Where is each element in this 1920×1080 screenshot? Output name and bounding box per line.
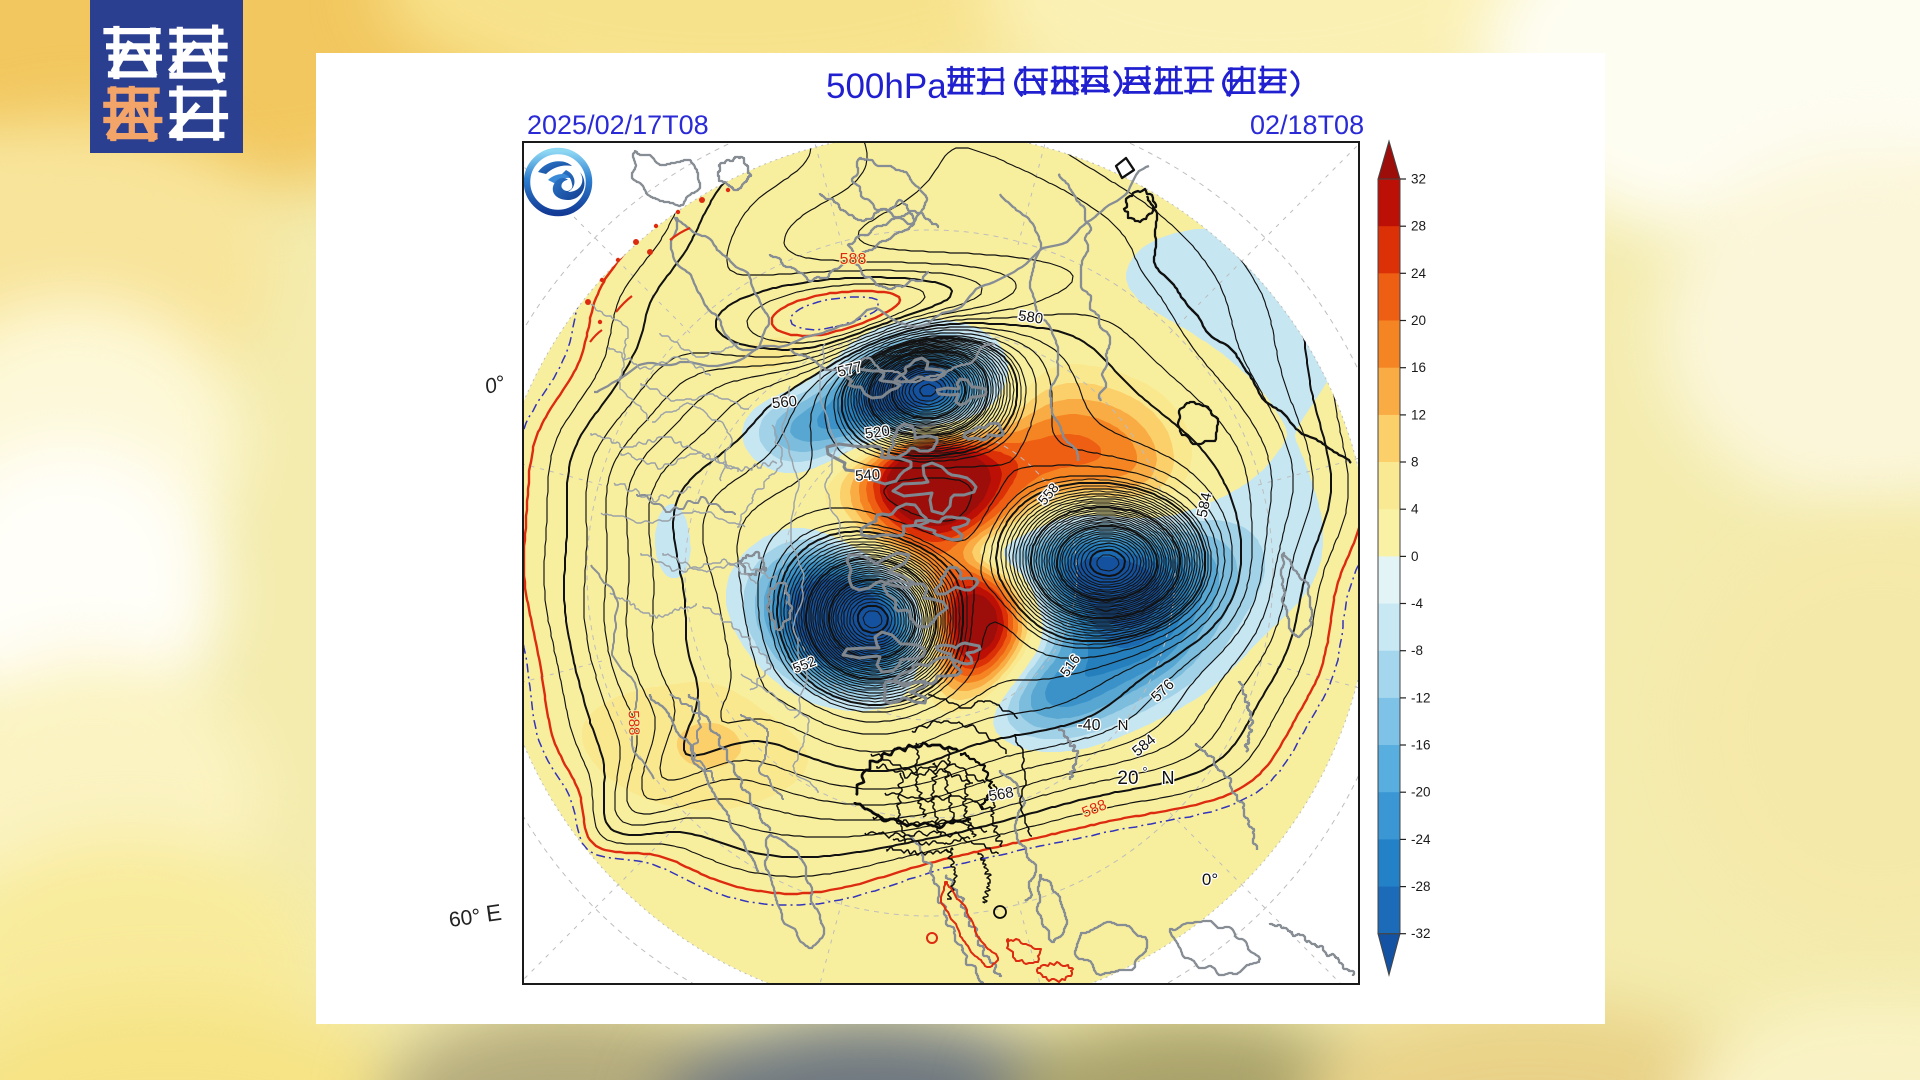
svg-text:500hPa: 500hPa (826, 67, 947, 106)
svg-text:-12: -12 (1411, 690, 1431, 705)
svg-text:16: 16 (1411, 360, 1426, 375)
svg-text:°: ° (1142, 764, 1147, 779)
svg-text:20: 20 (1411, 313, 1426, 328)
svg-text:540: 540 (855, 466, 881, 485)
svg-text:-40: -40 (1077, 717, 1100, 734)
svg-text:0°: 0° (1202, 870, 1218, 889)
svg-text:28: 28 (1411, 219, 1426, 234)
svg-text:-16: -16 (1411, 738, 1431, 753)
svg-text:560: 560 (771, 393, 798, 413)
svg-text:4: 4 (1411, 502, 1419, 517)
svg-text:-24: -24 (1411, 832, 1431, 847)
svg-text:568: 568 (987, 784, 1015, 805)
svg-text:588: 588 (625, 710, 643, 736)
svg-text:0°: 0° (482, 371, 507, 398)
svg-text:24: 24 (1411, 266, 1427, 281)
svg-text:588: 588 (840, 251, 867, 268)
svg-text:0: 0 (1411, 549, 1419, 564)
svg-text:-8: -8 (1411, 643, 1423, 658)
svg-text:-32: -32 (1411, 926, 1431, 941)
svg-text:-4: -4 (1411, 596, 1423, 611)
svg-text:-28: -28 (1411, 879, 1431, 894)
svg-text:N: N (1162, 768, 1175, 788)
svg-text:-20: -20 (1411, 785, 1431, 800)
svg-text:12: 12 (1411, 407, 1426, 422)
svg-text:8: 8 (1411, 455, 1419, 470)
svg-text:580: 580 (1017, 307, 1044, 327)
svg-text:520: 520 (864, 422, 891, 442)
svg-text:32: 32 (1411, 172, 1426, 187)
svg-text:60° E: 60° E (447, 899, 503, 932)
svg-text:N: N (1118, 717, 1129, 734)
svg-text:20: 20 (1117, 768, 1138, 789)
